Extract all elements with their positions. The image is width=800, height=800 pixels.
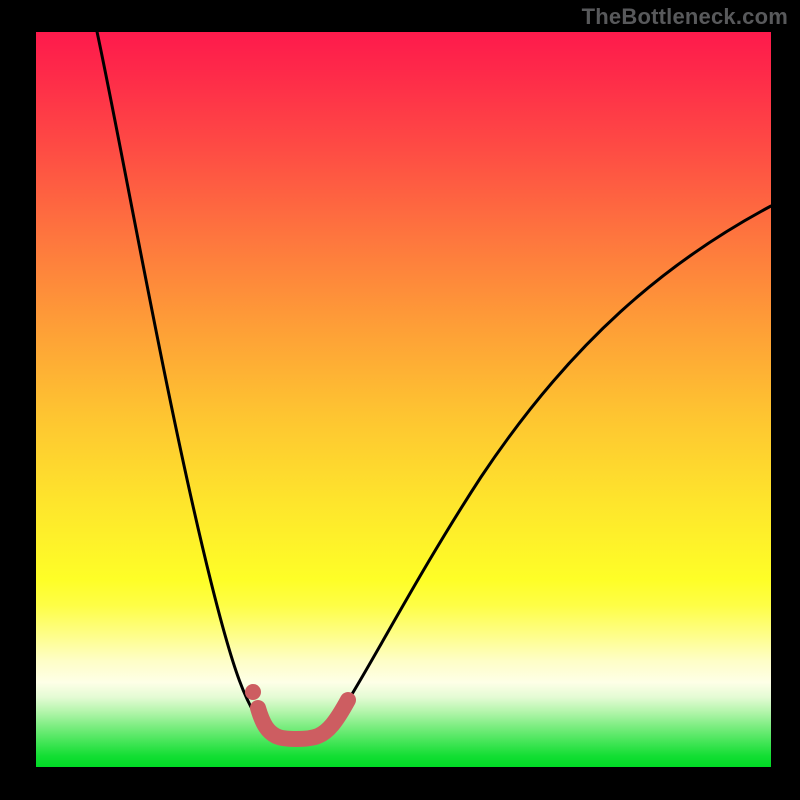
watermark-text: TheBottleneck.com <box>582 4 788 30</box>
trough-highlight-marker <box>258 700 348 739</box>
chart-curves-layer <box>36 32 771 767</box>
bottleneck-curve <box>96 32 771 738</box>
chart-plot-area <box>36 32 771 767</box>
trough-highlight-dot <box>245 684 261 700</box>
